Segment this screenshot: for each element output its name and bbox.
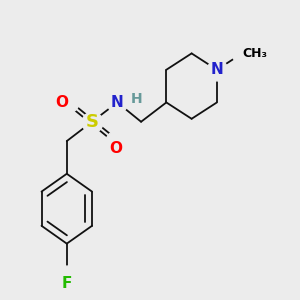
- Text: H: H: [131, 92, 142, 106]
- Text: N: N: [211, 62, 223, 77]
- Text: F: F: [61, 276, 72, 291]
- Text: CH₃: CH₃: [242, 47, 267, 60]
- Text: S: S: [85, 113, 98, 131]
- Text: O: O: [55, 95, 68, 110]
- Text: O: O: [109, 141, 122, 156]
- Text: N: N: [111, 95, 124, 110]
